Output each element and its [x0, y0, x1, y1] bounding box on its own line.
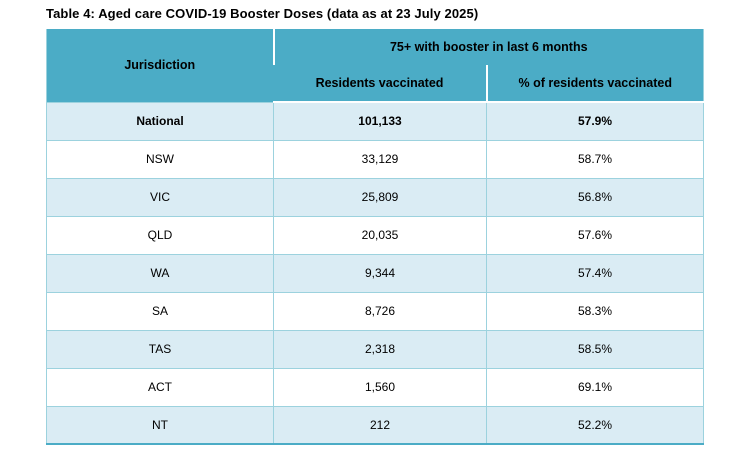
- cell-residents-vaccinated: 8,726: [273, 291, 487, 331]
- table-row: NT 212 52.2%: [46, 405, 705, 445]
- header-row-sub: Residents vaccinated % of residents vacc…: [47, 65, 704, 103]
- cell-percent-vaccinated: 69.1%: [485, 367, 705, 407]
- cell-residents-vaccinated: 1,560: [273, 367, 487, 407]
- table-body: National 101,133 57.9% NSW 33,129 58.7% …: [46, 101, 705, 445]
- table-row: QLD 20,035 57.6%: [46, 215, 705, 255]
- cell-jurisdiction: National: [46, 101, 274, 141]
- cell-percent-vaccinated: 58.5%: [485, 329, 705, 369]
- booster-doses-table: Jurisdiction 75+ with booster in last 6 …: [46, 29, 705, 445]
- cell-percent-vaccinated: 58.7%: [485, 139, 705, 179]
- table-row: ACT 1,560 69.1%: [46, 367, 705, 407]
- table-row: SA 8,726 58.3%: [46, 291, 705, 331]
- cell-residents-vaccinated: 212: [273, 405, 487, 445]
- cell-jurisdiction: ACT: [46, 367, 274, 407]
- table-row: WA 9,344 57.4%: [46, 253, 705, 293]
- column-group-header: 75+ with booster in last 6 months: [272, 29, 704, 65]
- column-header-residents-vaccinated: Residents vaccinated: [273, 65, 487, 103]
- cell-jurisdiction: SA: [46, 291, 274, 331]
- cell-percent-vaccinated: 57.9%: [485, 101, 705, 141]
- table-row: National 101,133 57.9%: [46, 101, 705, 141]
- cell-percent-vaccinated: 57.6%: [485, 215, 705, 255]
- table-row: VIC 25,809 56.8%: [46, 177, 705, 217]
- table-caption: Table 4: Aged care COVID-19 Booster Dose…: [46, 6, 479, 21]
- column-header-percent-vaccinated: % of residents vaccinated: [485, 65, 704, 103]
- cell-residents-vaccinated: 101,133: [273, 101, 487, 141]
- cell-jurisdiction: NSW: [46, 139, 274, 179]
- table-row: TAS 2,318 58.5%: [46, 329, 705, 369]
- cell-percent-vaccinated: 56.8%: [485, 177, 705, 217]
- column-header-jurisdiction: Jurisdiction: [46, 29, 274, 102]
- cell-jurisdiction: VIC: [46, 177, 274, 217]
- table-row: NSW 33,129 58.7%: [46, 139, 705, 179]
- table-header: Jurisdiction 75+ with booster in last 6 …: [46, 29, 704, 103]
- cell-residents-vaccinated: 25,809: [273, 177, 487, 217]
- cell-jurisdiction: WA: [46, 253, 274, 293]
- cell-residents-vaccinated: 20,035: [273, 215, 487, 255]
- cell-jurisdiction: TAS: [46, 329, 274, 369]
- cell-residents-vaccinated: 2,318: [273, 329, 487, 369]
- cell-percent-vaccinated: 57.4%: [485, 253, 705, 293]
- cell-residents-vaccinated: 9,344: [273, 253, 487, 293]
- header-row-group: Jurisdiction 75+ with booster in last 6 …: [46, 29, 704, 102]
- cell-percent-vaccinated: 52.2%: [485, 405, 705, 445]
- cell-jurisdiction: NT: [46, 405, 274, 445]
- cell-residents-vaccinated: 33,129: [273, 139, 487, 179]
- cell-percent-vaccinated: 58.3%: [485, 291, 705, 331]
- cell-jurisdiction: QLD: [46, 215, 274, 255]
